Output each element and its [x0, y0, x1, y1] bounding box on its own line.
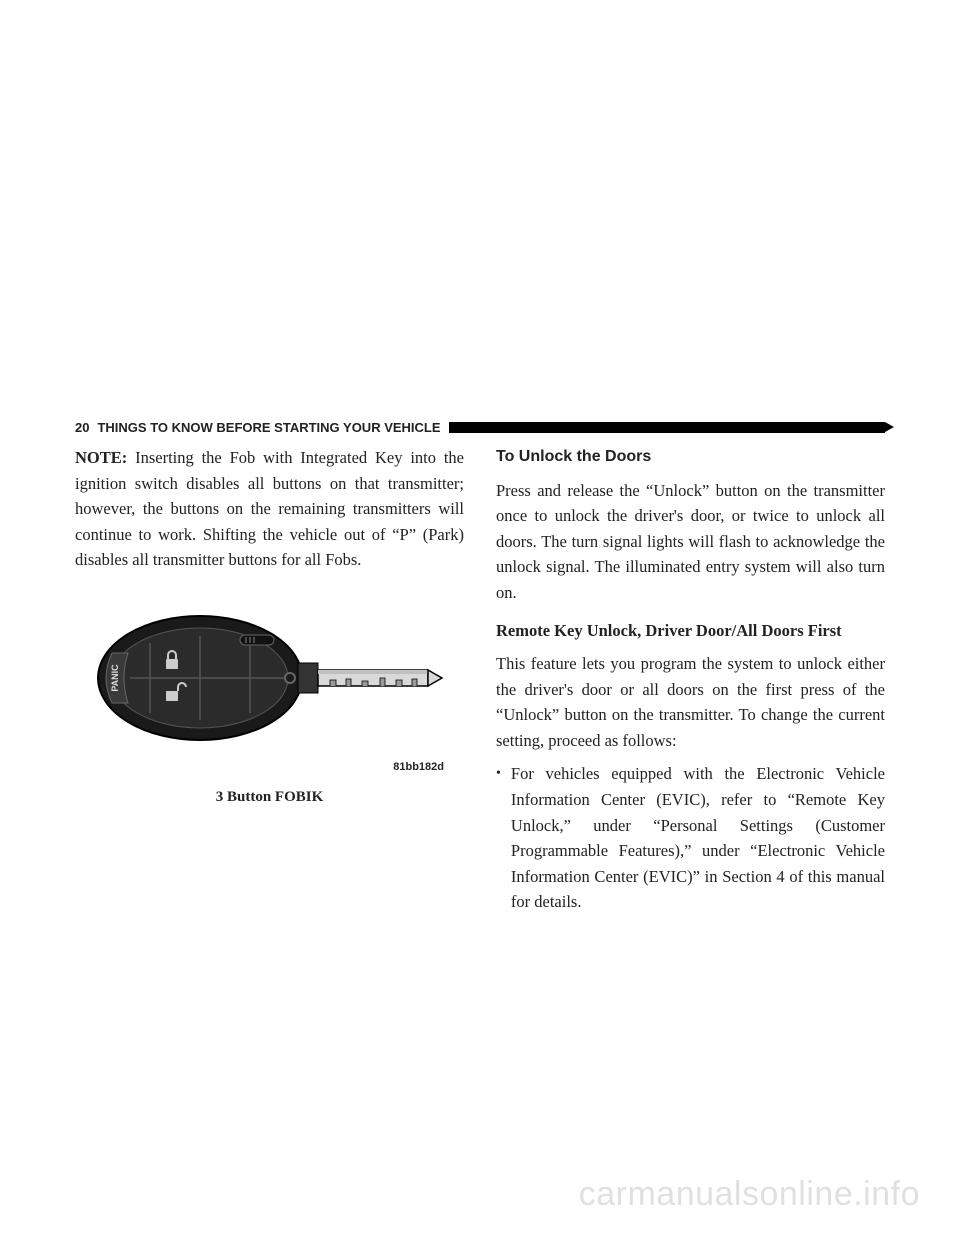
paragraph-unlock-doors: Press and release the “Unlock” button on…: [496, 478, 885, 606]
paragraph-remote-key-unlock: This feature lets you program the system…: [496, 651, 885, 753]
section-title: THINGS TO KNOW BEFORE STARTING YOUR VEHI…: [97, 420, 440, 435]
header-arrow-bar: [449, 422, 885, 433]
bullet-item: • For vehicles equipped with the Electro…: [496, 761, 885, 914]
note-text: Inserting the Fob with Integrated Key in…: [75, 448, 464, 569]
figure-caption: 3 Button FOBIK: [75, 786, 464, 809]
left-column: NOTE: Inserting the Fob with Integrated …: [75, 445, 464, 915]
bullet-text: For vehicles equipped with the Electroni…: [511, 761, 885, 914]
fobik-figure: PANIC: [75, 603, 464, 809]
note-paragraph: NOTE: Inserting the Fob with Integrated …: [75, 445, 464, 573]
content-columns: NOTE: Inserting the Fob with Integrated …: [75, 445, 885, 915]
fobik-illustration: PANIC: [90, 603, 450, 753]
heading-unlock-doors: To Unlock the Doors: [496, 445, 885, 470]
note-label: NOTE:: [75, 448, 127, 467]
panic-label: PANIC: [110, 664, 120, 692]
right-column: To Unlock the Doors Press and release th…: [496, 445, 885, 915]
manual-page: 20 THINGS TO KNOW BEFORE STARTING YOUR V…: [0, 0, 960, 1242]
heading-remote-key-unlock: Remote Key Unlock, Driver Door/All Doors…: [496, 618, 885, 644]
watermark: carmanualsonline.info: [579, 1175, 920, 1214]
page-number: 20: [75, 420, 89, 435]
bullet-marker: •: [496, 761, 501, 914]
page-header: 20 THINGS TO KNOW BEFORE STARTING YOUR V…: [75, 420, 885, 435]
figure-code: 81bb182d: [75, 759, 464, 776]
